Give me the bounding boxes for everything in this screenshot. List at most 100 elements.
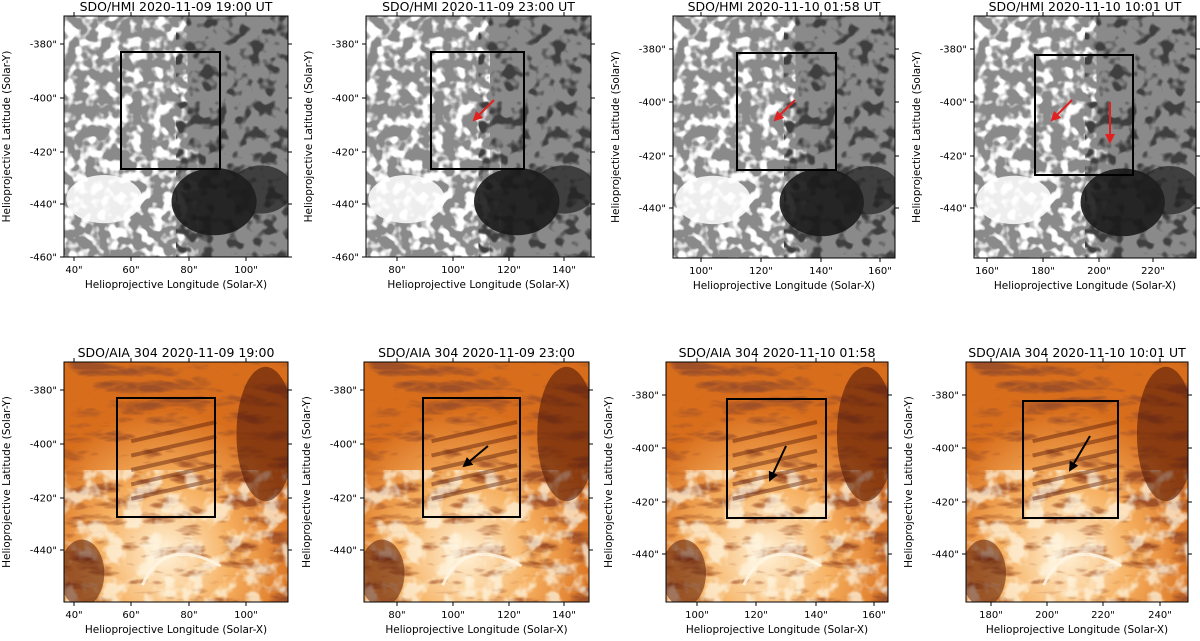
hmi-image (366, 16, 591, 257)
y-tick-label: -380" (30, 40, 57, 51)
region-of-interest-box (116, 397, 216, 518)
x-tick-label: 180" (1031, 266, 1055, 277)
y-tick-label: -400" (332, 94, 359, 105)
x-tick-label: 80" (388, 265, 405, 276)
panel-title: SDO/AIA 304 2020-11-09 23:00 (378, 345, 575, 360)
x-axis-label: Helioprojective Longitude (Solar-X) (85, 624, 267, 636)
black-arrow (768, 445, 787, 482)
y-tick-label: -440" (932, 550, 959, 561)
region-of-interest-box (120, 51, 221, 170)
red-arrow (773, 99, 796, 122)
y-tick-label: -440" (332, 200, 359, 211)
black-arrow (1068, 435, 1091, 472)
y-tick-label: -400" (932, 444, 959, 455)
x-tick-label: 60" (122, 265, 139, 276)
x-tick-label: 60" (122, 610, 139, 621)
y-tick-label: -420" (632, 498, 659, 509)
aia-image (64, 362, 288, 602)
y-tick-label: -420" (932, 498, 959, 509)
panel-title: SDO/HMI 2020-11-10 10:01 UT (989, 0, 1182, 14)
axes-frame (665, 361, 889, 603)
axes-frame (365, 15, 592, 258)
x-tick-label: 120" (497, 610, 521, 621)
x-axis-label: Helioprojective Longitude (Solar-X) (994, 280, 1176, 292)
panel-title: SDO/HMI 2020-11-09 23:00 UT (382, 0, 575, 14)
y-tick-label: -440" (940, 204, 967, 215)
x-tick-label: 140" (809, 266, 833, 277)
y-axis-label: Helioprojective Latitude (Solar-Y) (301, 396, 313, 568)
y-tick-label: -440" (30, 200, 57, 211)
x-tick-label: 220" (1141, 266, 1165, 277)
panel-title: SDO/AIA 304 2020-11-10 10:01 UT (968, 345, 1186, 360)
x-axis-label: Helioprojective Longitude (Solar-X) (693, 280, 875, 292)
panel-6: SDO/AIA 304 2020-11-09 23:00 80" 100" 120" 1… (301, 345, 593, 636)
panel-3: SDO/HMI 2020-11-10 01:58 UT 100" 120" 140" 1… (610, 0, 899, 292)
axes-frame (672, 15, 896, 259)
y-tick-label: -380" (932, 391, 959, 402)
y-tick-label: -400" (30, 440, 57, 451)
y-tick-label: -420" (940, 152, 967, 163)
x-tick-label: 180" (979, 610, 1003, 621)
x-axis-label: Helioprojective Longitude (Solar-X) (385, 624, 567, 636)
y-tick-label: -380" (632, 391, 659, 402)
axes-frame (973, 15, 1197, 259)
x-tick-label: 200" (1035, 610, 1059, 621)
x-tick-label: 200" (1087, 266, 1111, 277)
y-tick-label: -400" (30, 94, 57, 105)
y-tick-label: -460" (30, 253, 57, 264)
x-tick-label: 160" (975, 266, 999, 277)
black-arrow (462, 445, 489, 468)
x-tick-label: 100" (689, 266, 713, 277)
y-tick-label: -420" (639, 152, 666, 163)
x-tick-label: 100" (685, 610, 709, 621)
hmi-image (974, 16, 1196, 258)
red-arrow (472, 99, 495, 122)
y-tick-label: -400" (940, 98, 967, 109)
y-tick-label: -420" (30, 148, 57, 159)
x-tick-label: 220" (1091, 610, 1115, 621)
panel-2: SDO/HMI 2020-11-09 23:00 UT 80" 100" 120" 14… (303, 0, 595, 291)
y-tick-label: -400" (639, 98, 666, 109)
x-tick-label: 80" (388, 610, 405, 621)
y-tick-label: -440" (30, 546, 57, 557)
x-tick-label: 100" (441, 610, 465, 621)
panel-title: SDO/HMI 2020-11-09 19:00 UT (80, 0, 273, 14)
y-tick-label: -400" (632, 444, 659, 455)
panel-5: SDO/AIA 304 2020-11-09 19:00 40" 60" 80" 100… (1, 345, 292, 636)
hmi-image (64, 16, 288, 257)
y-axis-label: Helioprojective Latitude (Solar-Y) (303, 51, 315, 223)
x-tick-label: 80" (180, 610, 197, 621)
y-axis-label: Helioprojective Latitude (Solar-Y) (603, 396, 615, 568)
region-of-interest-box (1022, 400, 1119, 519)
x-tick-label: 40" (65, 610, 82, 621)
panel-7: SDO/AIA 304 2020-11-10 01:58 100" 120" 140"… (603, 345, 892, 636)
x-axis-label: Helioprojective Longitude (Solar-X) (986, 624, 1168, 636)
y-tick-label: -380" (330, 386, 357, 397)
x-tick-label: 120" (749, 266, 773, 277)
x-tick-label: 140" (804, 610, 828, 621)
red-arrow (1050, 99, 1073, 122)
x-tick-label: 140" (552, 610, 576, 621)
y-tick-label: -380" (639, 45, 666, 56)
panel-title: SDO/AIA 304 2020-11-10 01:58 (679, 345, 876, 360)
x-tick-label: 100" (234, 265, 258, 276)
y-axis-label: Helioprojective Latitude (Solar-Y) (903, 396, 915, 568)
y-tick-label: -420" (332, 148, 359, 159)
axes-frame (965, 361, 1189, 603)
axes-frame (63, 15, 289, 258)
region-of-interest-box (726, 398, 827, 519)
y-tick-label: -440" (639, 204, 666, 215)
x-tick-label: 80" (180, 265, 197, 276)
y-axis-label: Helioprojective Latitude (Solar-Y) (1, 396, 13, 568)
panel-8: SDO/AIA 304 2020-11-10 10:01 UT 180" 200" 2… (903, 345, 1192, 636)
x-tick-label: 100" (234, 610, 258, 621)
x-tick-label: 120" (744, 610, 768, 621)
y-tick-label: -460" (332, 253, 359, 264)
axes-frame (363, 361, 590, 603)
axes-frame (63, 361, 289, 603)
x-tick-label: 120" (497, 265, 521, 276)
region-of-interest-box (430, 51, 525, 170)
y-axis-label: Helioprojective Latitude (Solar-Y) (911, 51, 923, 223)
panel-4: SDO/HMI 2020-11-10 10:01 UT 160" 180" 200" 2… (911, 0, 1200, 292)
y-tick-label: -380" (30, 386, 57, 397)
